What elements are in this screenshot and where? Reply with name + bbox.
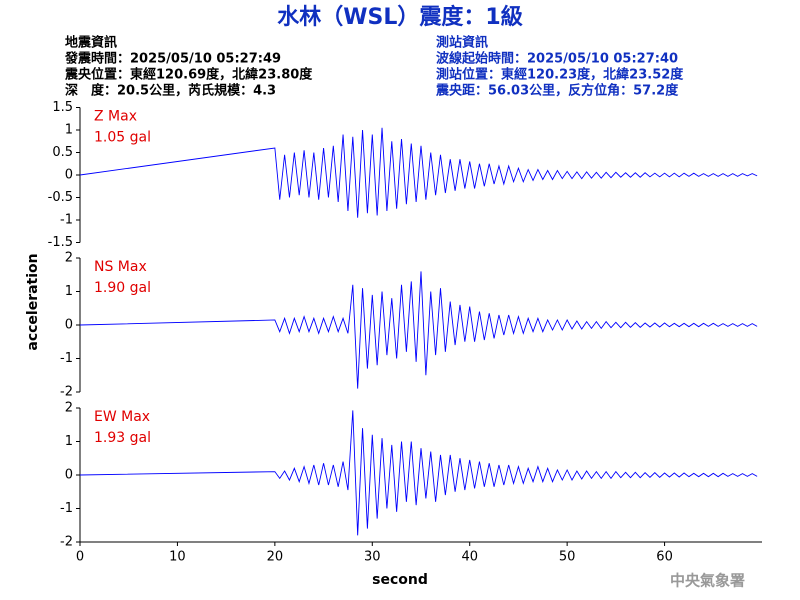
y-tick-label: 1 bbox=[65, 284, 73, 299]
y-tick-label: 0.5 bbox=[52, 145, 73, 160]
y-tick-label: -1 bbox=[60, 501, 73, 516]
eq-info: 震央位置：東經120.69度，北緯23.80度 bbox=[64, 67, 313, 83]
y-tick-label: 2 bbox=[65, 251, 73, 266]
x-tick-label: 40 bbox=[461, 550, 478, 565]
y-tick-label: -2 bbox=[60, 385, 73, 400]
x-tick-label: 30 bbox=[364, 550, 381, 565]
eq-info: 地震資訊 bbox=[65, 35, 117, 51]
waveform bbox=[79, 271, 758, 389]
x-tick-label: 20 bbox=[267, 550, 284, 565]
y-tick-label: 1 bbox=[65, 123, 73, 138]
y-tick-label: -1 bbox=[60, 213, 73, 228]
y-tick-label: 0 bbox=[65, 168, 73, 183]
annotation: NS Max bbox=[94, 259, 147, 275]
watermark: 中央氣象署 bbox=[670, 572, 745, 590]
waveform bbox=[79, 410, 758, 536]
y-tick-label: 2 bbox=[65, 401, 73, 416]
eq-info: 深 度：20.5公里，芮氏規模：4.3 bbox=[65, 83, 276, 99]
station-info: 震央距：56.03公里，反方位角：57.2度 bbox=[435, 83, 679, 99]
y-tick-label: 1.5 bbox=[52, 100, 73, 115]
station-info: 波線起始時間：2025/05/10 05:27:40 bbox=[436, 51, 678, 67]
annotation: EW Max bbox=[94, 409, 150, 425]
x-axis-label: second bbox=[372, 572, 428, 588]
station-info: 測站位置：東經120.23度，北緯23.52度 bbox=[436, 67, 684, 83]
eq-info: 發震時間：2025/05/10 05:27:49 bbox=[64, 51, 281, 67]
y-tick-label: 0 bbox=[65, 468, 73, 483]
y-axis-label: acceleration bbox=[25, 253, 41, 350]
station-info: 測站資訊 bbox=[436, 35, 488, 51]
x-tick-label: 50 bbox=[559, 550, 576, 565]
x-tick-label: 10 bbox=[169, 550, 186, 565]
annotation: Z Max bbox=[94, 109, 137, 125]
y-tick-label: -2 bbox=[60, 535, 73, 550]
y-tick-label: 0 bbox=[65, 318, 73, 333]
annotation: 1.05 gal bbox=[94, 130, 151, 146]
y-tick-label: -1.5 bbox=[48, 235, 73, 250]
title: 水林（WSL）震度：1級 bbox=[277, 4, 522, 30]
x-tick-label: 60 bbox=[656, 550, 673, 565]
y-tick-label: 1 bbox=[65, 434, 73, 449]
annotation: 1.90 gal bbox=[94, 280, 151, 296]
annotation: 1.93 gal bbox=[94, 430, 151, 446]
waveform bbox=[79, 127, 758, 218]
y-tick-label: -0.5 bbox=[48, 190, 73, 205]
x-tick-label: 0 bbox=[76, 550, 84, 565]
y-tick-label: -1 bbox=[60, 351, 73, 366]
